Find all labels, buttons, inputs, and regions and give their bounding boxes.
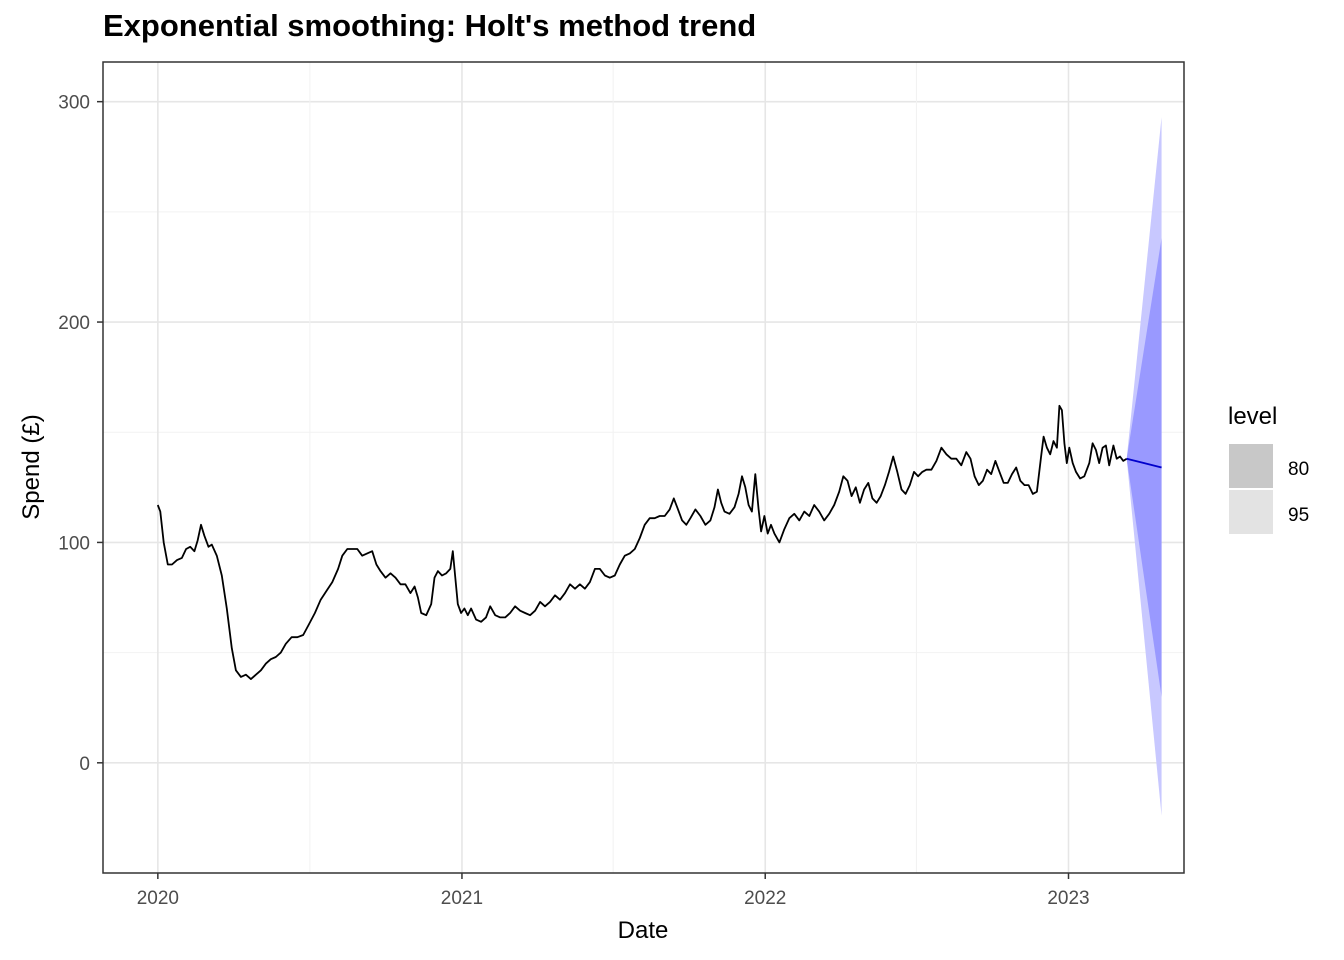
axis-titles: Date Spend (£) (18, 414, 668, 944)
forecast-line (1126, 457, 1162, 469)
legend-key-95 (1229, 490, 1273, 534)
y-tick-label: 300 (58, 93, 90, 114)
legend-label-95: 95 (1288, 505, 1309, 526)
x-tick-label: 2020 (137, 888, 179, 909)
plot-frame (102, 61, 1185, 874)
plot-border (102, 61, 1185, 874)
band-80 (1126, 238, 1162, 697)
plot-background (103, 62, 1184, 873)
history-line (156, 404, 1128, 680)
plot-panel (103, 62, 1184, 873)
chart-title: Exponential smoothing: Holt's method tre… (103, 8, 757, 43)
y-tick-label: 100 (58, 533, 90, 554)
x-axis-title: Date (618, 917, 669, 944)
series-lines (156, 404, 1162, 680)
axis-ticks: 0 100 200 300 2020 2021 2022 2023 (58, 93, 1089, 909)
x-tick-label: 2022 (744, 888, 786, 909)
legend-title: level (1228, 403, 1277, 430)
y-tick-label: 0 (79, 754, 90, 775)
legend: level 80 95 (1228, 403, 1309, 534)
legend-label-80: 80 (1288, 459, 1309, 480)
legend-key-80 (1229, 444, 1273, 488)
y-tick-label: 200 (58, 313, 90, 334)
forecast-bands (1126, 117, 1162, 816)
x-tick-label: 2021 (441, 888, 483, 909)
y-axis-title: Spend (£) (18, 414, 45, 519)
grid-lines (103, 62, 1184, 873)
x-tick-label: 2023 (1047, 888, 1089, 909)
